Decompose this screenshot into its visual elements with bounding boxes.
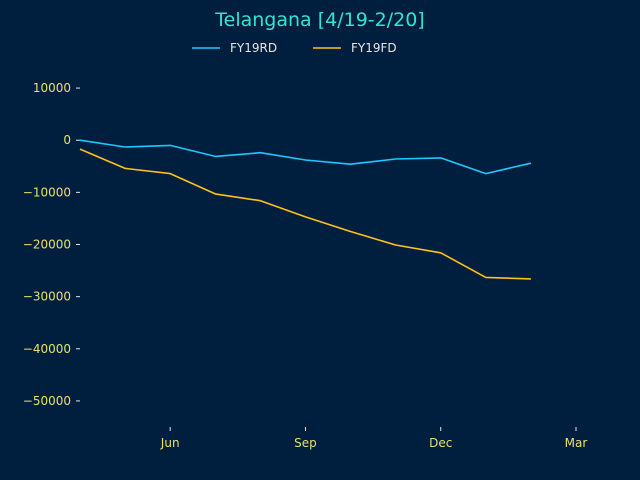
y-tick-label: −50000 [23, 394, 71, 408]
x-tick-label: Sep [294, 436, 317, 450]
y-tick-label: −30000 [23, 290, 71, 304]
y-tick-label: −10000 [23, 185, 71, 199]
y-tick-label: 10000 [33, 81, 71, 95]
series-line-fy19fd [79, 148, 531, 280]
y-tick-label: 0 [63, 133, 71, 147]
x-axis: Jun Sep Dec Mar [160, 427, 588, 450]
legend-label-fy19rd: FY19RD [230, 41, 277, 55]
y-tick-label: −40000 [23, 342, 71, 356]
series-line-fy19rd [79, 139, 532, 175]
x-tick-label: Dec [429, 436, 452, 450]
x-tick-label: Mar [565, 436, 588, 450]
chart-title: Telangana [4/19-2/20] [214, 9, 424, 31]
legend-label-fy19fd: FY19FD [351, 41, 397, 55]
plot-lines [79, 139, 532, 280]
x-tick-label: Jun [160, 436, 180, 450]
y-axis: 10000 0 −10000 −20000 −30000 −40000 −50000 [23, 81, 80, 408]
y-tick-label: −20000 [23, 238, 71, 252]
legend: FY19RD FY19FD [192, 41, 397, 55]
